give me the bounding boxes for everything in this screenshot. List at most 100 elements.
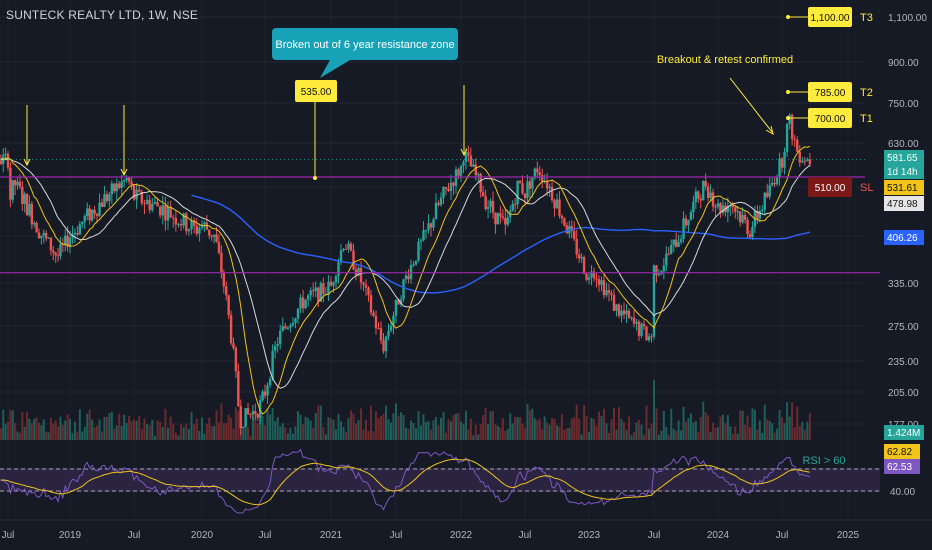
volume-bar <box>96 425 99 440</box>
volume-bar <box>499 427 502 440</box>
candle-body <box>299 297 302 309</box>
volume-bar <box>776 428 779 440</box>
candle-body <box>334 276 338 283</box>
candle-body <box>174 217 178 225</box>
volume-bar <box>501 418 504 440</box>
volume-bar <box>608 432 610 440</box>
volume-bar <box>335 429 337 440</box>
volume-bar <box>297 411 299 440</box>
candle-body <box>692 201 695 213</box>
volume-bar <box>187 428 190 440</box>
volume-bar <box>405 427 407 440</box>
candle-body <box>349 243 353 251</box>
volume-bar <box>736 433 739 440</box>
candle-body <box>513 203 517 205</box>
candle-body <box>42 232 45 236</box>
candle-body <box>632 317 636 324</box>
volume-bar <box>61 424 64 440</box>
candle-body <box>113 183 116 192</box>
volume-bar <box>665 426 668 440</box>
candle-body <box>18 181 22 187</box>
volume-bar <box>33 418 36 440</box>
candle-body <box>339 250 343 263</box>
candle-body <box>254 411 257 415</box>
volume-bar <box>786 402 789 440</box>
volume-bar <box>125 423 128 440</box>
volume-bar <box>304 416 307 440</box>
price-tag-text: 478.98 <box>887 199 918 210</box>
volume-bar <box>420 425 422 440</box>
volume-bar <box>93 427 96 440</box>
volume-bar <box>105 416 108 440</box>
candle-body <box>697 191 700 199</box>
volume-bar <box>689 413 692 440</box>
candle-body <box>23 193 26 204</box>
volume-bar <box>98 419 101 440</box>
candle-body <box>662 265 666 272</box>
volume-bar <box>756 429 759 440</box>
volume-bar <box>385 405 387 440</box>
price-tag-text: 406.26 <box>887 233 918 244</box>
volume-bar <box>435 417 437 440</box>
volume-bar <box>402 415 405 440</box>
time-tick: Jul <box>776 530 789 541</box>
candle-body <box>100 202 104 207</box>
volume-bar <box>101 431 103 440</box>
candle-body <box>327 281 330 294</box>
volume-bar <box>731 433 734 440</box>
candle-body <box>414 260 418 265</box>
volume-bar <box>753 409 756 440</box>
volume-bar <box>704 412 707 440</box>
candle-body <box>637 321 641 336</box>
volume-bar <box>133 419 135 440</box>
volume-bar <box>350 410 352 440</box>
volume-bar <box>670 408 673 440</box>
candle-body <box>198 227 201 234</box>
volume-bar <box>702 401 705 440</box>
candle-body <box>758 211 762 219</box>
volume-bar <box>167 427 169 440</box>
candle-body <box>215 234 218 243</box>
resistance-label: 535.00 <box>301 87 332 98</box>
volume-bar <box>685 421 687 440</box>
volume-bar <box>773 432 776 440</box>
volume-bar <box>324 434 327 440</box>
volume-bar <box>397 416 400 440</box>
volume-bar <box>464 410 467 440</box>
volume-bar <box>174 432 177 440</box>
volume-bar <box>83 426 86 440</box>
chart-grid <box>0 0 865 520</box>
stop-loss-box <box>808 177 852 197</box>
volume-bar <box>521 423 524 440</box>
candle-body <box>244 408 247 427</box>
candle-body <box>670 244 673 254</box>
candle-body <box>33 223 36 225</box>
volume-bar <box>560 414 563 440</box>
candle-body <box>597 279 601 285</box>
volume-bar <box>281 423 284 440</box>
volume-bar <box>161 426 164 440</box>
volume-bar <box>123 414 126 440</box>
candle-body <box>379 328 383 341</box>
volume-bar <box>766 419 769 440</box>
candle-body <box>469 155 473 167</box>
resistance-label-box <box>295 80 337 102</box>
candle-body <box>90 209 94 221</box>
candle-body <box>558 199 561 216</box>
volume-bar <box>514 416 517 440</box>
volume-bar <box>355 423 357 440</box>
candle-body <box>246 408 250 414</box>
rsi-tag-text: 62.82 <box>887 447 912 458</box>
target-dot <box>786 15 790 19</box>
volume-bar <box>392 413 395 440</box>
candle-body <box>454 169 458 186</box>
candle-body <box>602 280 606 296</box>
candle-body <box>105 194 109 201</box>
candle-body <box>484 196 487 209</box>
candle-body <box>585 273 588 280</box>
volume-bar <box>73 421 76 440</box>
volume-bar <box>724 422 727 440</box>
candle-body <box>541 175 544 182</box>
candle-body <box>474 164 477 176</box>
